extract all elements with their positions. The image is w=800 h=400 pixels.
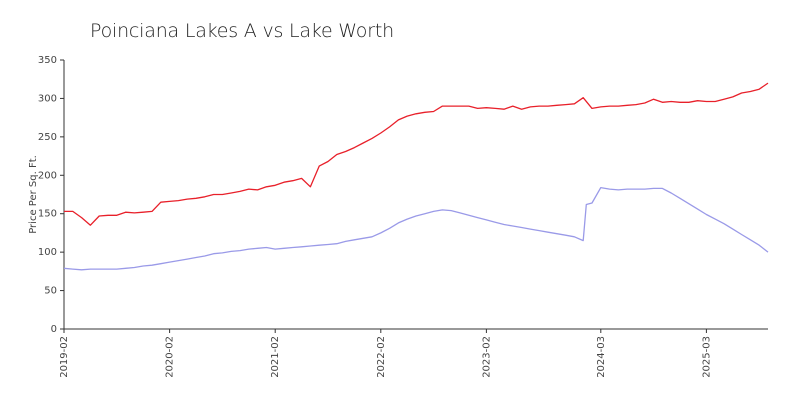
series-line-2: [63, 186, 769, 271]
x-tick-label: 2025-03: [701, 336, 712, 378]
y-axis-label: Price Per Sq. Ft.: [28, 155, 39, 234]
x-tick-label: 2021-02: [270, 336, 281, 378]
y-tick-label: 50: [44, 286, 57, 297]
y-tick-label: 350: [38, 55, 57, 66]
y-tick-label: 300: [38, 93, 57, 104]
y-tick-label: 150: [38, 209, 57, 220]
x-tick-label: 2024-03: [596, 336, 607, 378]
x-tick-label: 2019-02: [59, 336, 70, 378]
series-line-1: [64, 82, 769, 226]
y-tick-label: 200: [38, 170, 57, 181]
x-tick-label: 2023-02: [481, 336, 492, 378]
chart-title: Poinciana Lakes A vs Lake Worth: [90, 20, 394, 42]
x-tick-label: 2020-02: [165, 336, 176, 378]
x-tick-label: 2022-02: [376, 336, 387, 378]
y-tick-label: 100: [38, 247, 57, 258]
y-tick-label: 0: [51, 324, 57, 335]
y-tick-label: 250: [38, 132, 57, 143]
